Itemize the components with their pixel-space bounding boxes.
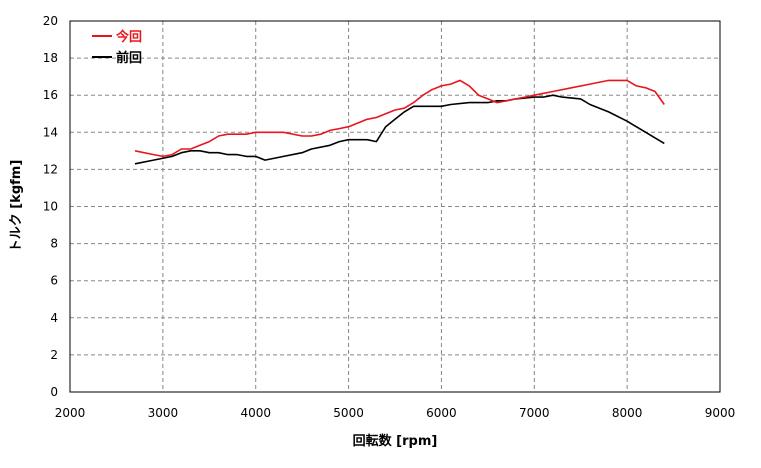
y-tick-label: 14	[43, 125, 58, 139]
series-line-konkai	[134, 79, 665, 158]
legend-label-konkai: 今回	[115, 29, 142, 45]
x-tick-label: 9000	[705, 406, 736, 420]
x-tick-label: 4000	[240, 406, 271, 420]
y-tick-label: 18	[43, 51, 58, 65]
y-tick-label: 2	[50, 348, 58, 362]
y-tick-label: 12	[43, 162, 58, 176]
x-tick-label: 7000	[519, 406, 550, 420]
series-line-zenkai	[134, 94, 665, 165]
grid	[70, 21, 720, 392]
y-tick-label: 16	[43, 88, 58, 102]
y-tick-label: 8	[50, 237, 58, 251]
y-tick-label: 10	[43, 200, 58, 214]
y-tick-label: 20	[43, 14, 58, 28]
x-axis-ticks: 2000 3000 4000 5000 6000 7000 8000 9000	[55, 406, 736, 420]
plot-area-frame	[69, 20, 721, 393]
x-tick-label: 3000	[148, 406, 179, 420]
x-tick-label: 8000	[612, 406, 643, 420]
y-axis-ticks: 0 2 4 6 8 10 12 14 16 18 20	[43, 14, 58, 399]
legend-label-zenkai: 前回	[116, 50, 142, 66]
y-axis-title: トルク [kgfm]	[9, 160, 24, 253]
x-axis-title: 回転数 [rpm]	[353, 433, 438, 449]
y-tick-label: 4	[50, 311, 58, 325]
x-tick-label: 6000	[426, 406, 457, 420]
y-tick-label: 6	[50, 274, 58, 288]
series-lines	[134, 79, 665, 165]
legend: 今回 前回	[92, 29, 142, 66]
x-tick-label: 2000	[55, 406, 86, 420]
x-tick-label: 5000	[333, 406, 364, 420]
y-tick-label: 0	[50, 385, 58, 399]
